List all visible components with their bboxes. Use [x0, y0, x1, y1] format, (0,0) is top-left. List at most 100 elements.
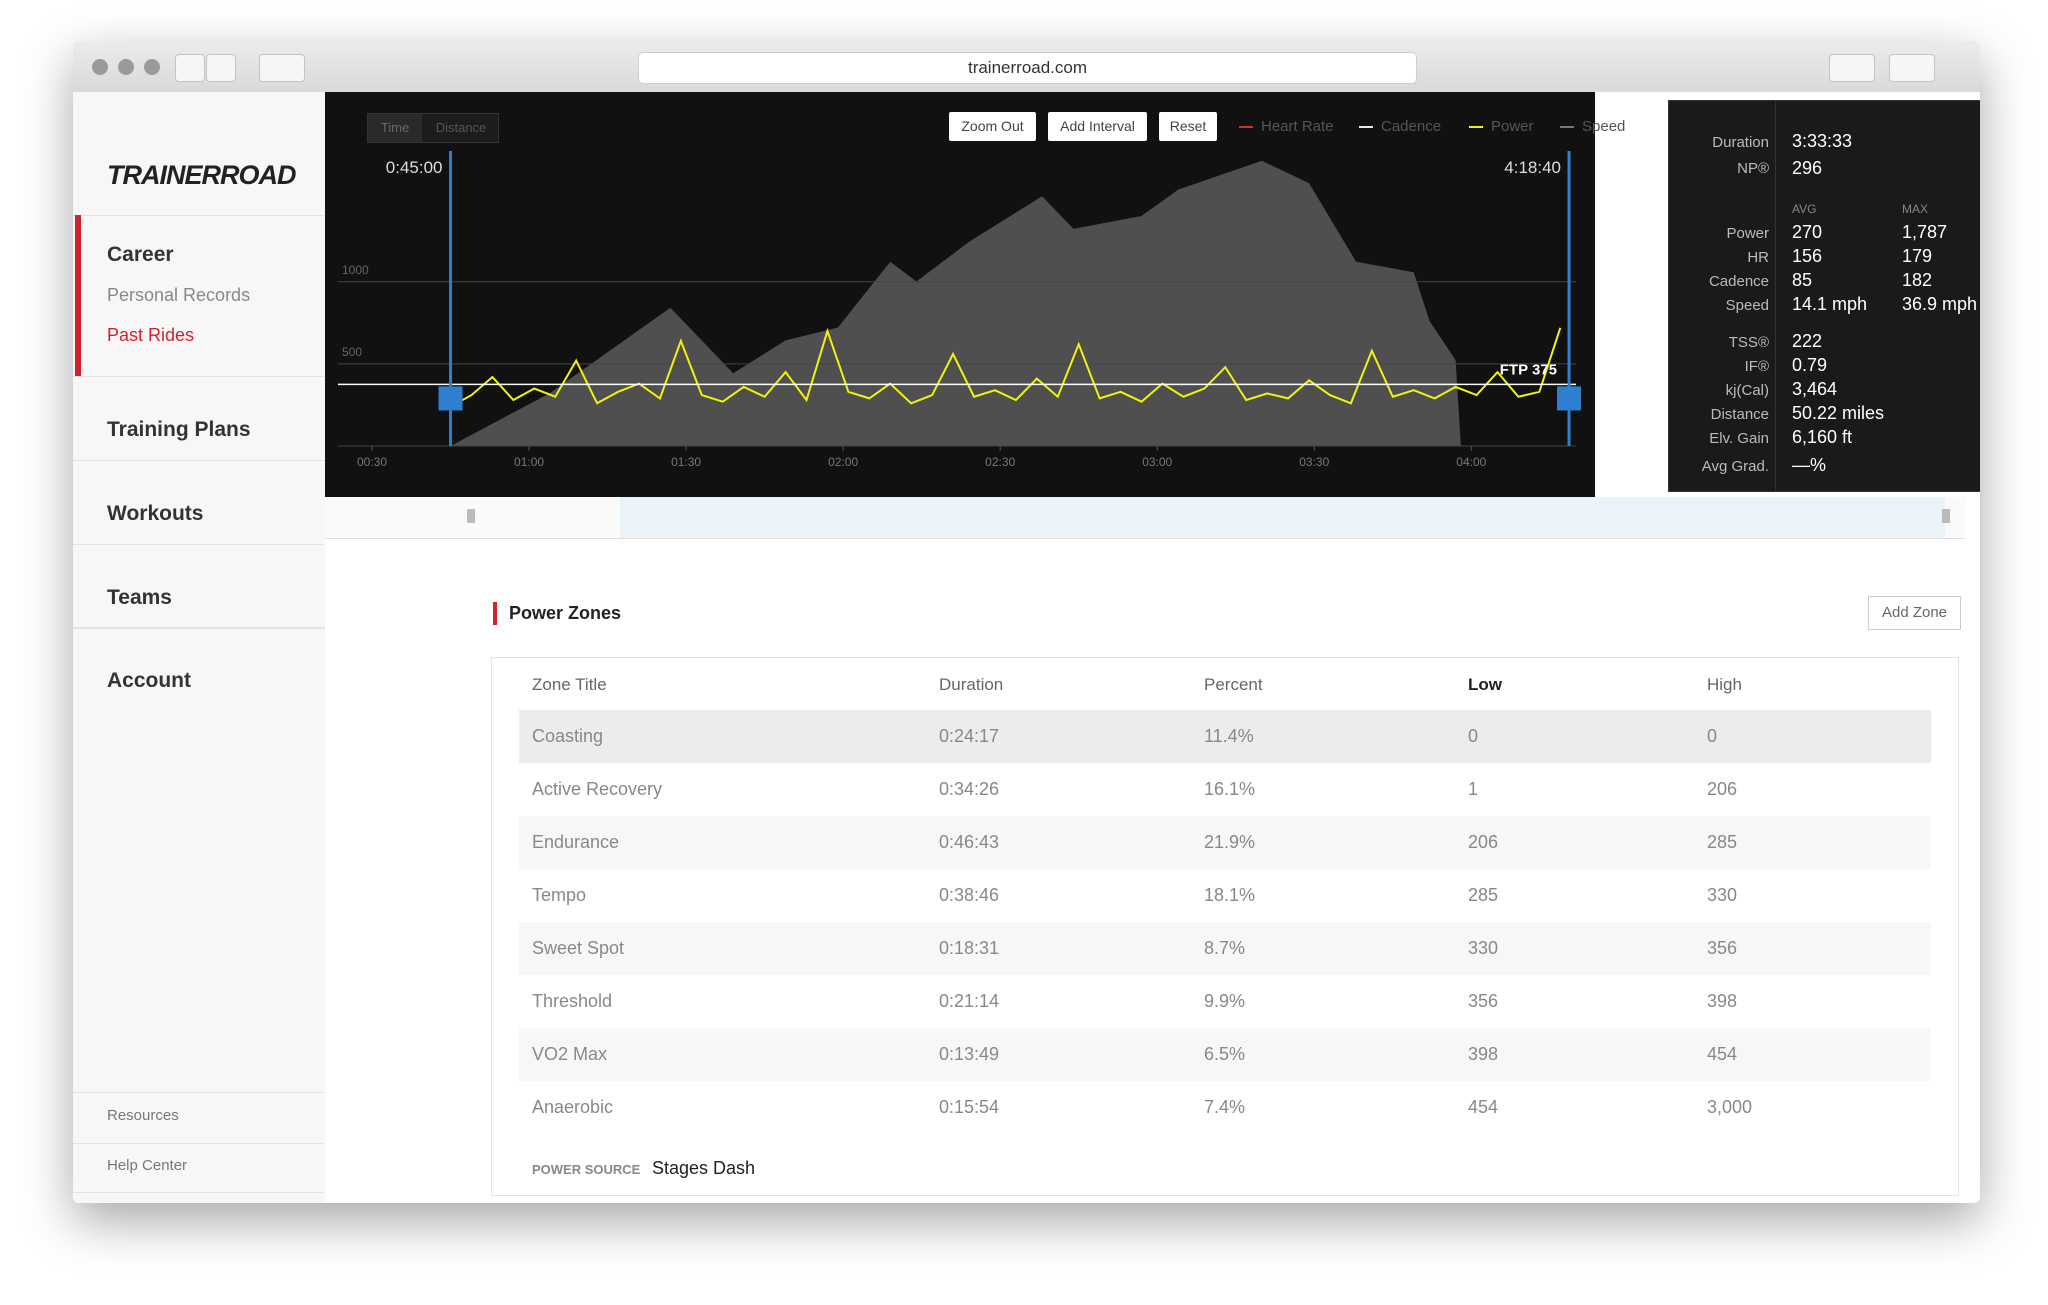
stat-value: 296: [1792, 158, 1823, 178]
stat-value: 36.9 mph: [1902, 294, 1978, 314]
logo[interactable]: TRAINERROAD: [107, 160, 296, 190]
x-tick-label: 03:00: [1142, 455, 1172, 469]
range-handle[interactable]: [438, 386, 463, 411]
table-cell: 8.7%: [1204, 938, 1246, 958]
table-cell: 21.9%: [1204, 832, 1256, 852]
close-button[interactable]: [92, 59, 108, 75]
stat-value: 270: [1792, 222, 1823, 242]
toggle-time[interactable]: Time: [368, 114, 422, 142]
separator: [73, 627, 325, 628]
stat-label: Elv. Gain: [1709, 430, 1769, 447]
legend-swatch: [1560, 126, 1574, 129]
stat-label: Speed: [1725, 297, 1769, 314]
column-header[interactable]: Zone Title: [532, 675, 607, 694]
table-cell: 6.5%: [1204, 1044, 1246, 1064]
column-header[interactable]: High: [1707, 675, 1742, 694]
table-cell: 11.4%: [1204, 726, 1254, 746]
legend-item: Power: [1469, 118, 1534, 135]
stat-value: 3,464: [1792, 379, 1838, 399]
table-cell: 0:18:31: [939, 938, 1000, 958]
title-bar: trainerroad.com: [73, 41, 1980, 93]
table-cell: 398: [1468, 1044, 1499, 1064]
legend-label: Power: [1491, 118, 1534, 135]
add-interval-button[interactable]: Add Interval: [1048, 112, 1147, 141]
table-cell: 0:24:17: [939, 726, 1000, 746]
elevation-area: [450, 160, 1461, 446]
power-source: Stages Dash: [652, 1158, 756, 1178]
table-cell: 356: [1707, 938, 1738, 958]
nav-item[interactable]: Training Plans: [107, 418, 251, 441]
row-stripe: [519, 922, 1931, 975]
table-cell: 0:46:43: [939, 832, 1000, 852]
stat-value: 85: [1792, 270, 1813, 290]
table-cell: 7.4%: [1204, 1097, 1246, 1117]
range-label: 4:18:40: [1504, 158, 1561, 177]
stats-divider: [1775, 101, 1776, 491]
scrubber-handle[interactable]: [1942, 509, 1950, 523]
zoom-out-button[interactable]: Zoom Out: [949, 112, 1036, 141]
sidebar-button[interactable]: [259, 54, 305, 82]
address-bar[interactable]: trainerroad.com: [638, 52, 1417, 84]
legend-item: Heart Rate: [1239, 118, 1334, 135]
tabs-button[interactable]: [1889, 54, 1935, 82]
toggle-distance[interactable]: Distance: [435, 120, 487, 135]
column-header[interactable]: Percent: [1204, 675, 1263, 694]
footer-link[interactable]: Resources: [107, 1107, 179, 1124]
y-tick-label: 1000: [342, 263, 369, 277]
table-cell: 9.9%: [1204, 991, 1246, 1011]
table-cell: 0:38:46: [939, 885, 1000, 905]
nav-career[interactable]: Career: [107, 243, 174, 266]
add-zone-button[interactable]: Add Zone: [1868, 596, 1961, 630]
nav-personal-records[interactable]: Personal Records: [107, 285, 251, 305]
stat-value: 14.1 mph: [1792, 294, 1868, 314]
reset-button[interactable]: Reset: [1159, 112, 1217, 141]
stat-value: 6,160 ft: [1792, 427, 1853, 447]
legend-label: Speed: [1582, 118, 1626, 135]
legend-swatch: [1239, 126, 1253, 129]
stat-value: 3:33:33: [1792, 131, 1853, 151]
table-cell: 0: [1707, 726, 1718, 746]
footer-link[interactable]: Help Center: [107, 1157, 188, 1174]
table-cell: Tempo: [532, 885, 587, 905]
share-button[interactable]: [1829, 54, 1875, 82]
forward-button[interactable]: [206, 54, 236, 82]
x-tick-label: 01:00: [514, 455, 544, 469]
legend-label: Cadence: [1381, 118, 1442, 135]
table-cell: 16.1%: [1204, 779, 1256, 799]
nav-item[interactable]: Account: [107, 669, 191, 692]
scrubber[interactable]: [325, 497, 1965, 539]
zones-table: Zone Title Duration Percent Low High Coasting…: [491, 657, 1959, 1196]
x-tick-label: 02:30: [985, 455, 1015, 469]
table-cell: 206: [1468, 832, 1499, 852]
y-tick-label: 500: [342, 345, 362, 359]
legend-item: Cadence: [1359, 118, 1441, 135]
legend-item: Speed: [1560, 118, 1625, 135]
row-stripe: [519, 1028, 1931, 1081]
column-header[interactable]: Low: [1468, 675, 1502, 694]
separator: [73, 1092, 325, 1093]
nav-item[interactable]: Teams: [107, 586, 172, 609]
separator: [73, 215, 325, 216]
column-header[interactable]: Duration: [939, 675, 1004, 694]
table-cell: VO2 Max: [532, 1044, 608, 1064]
stat-label: Avg Grad.: [1701, 458, 1769, 475]
nav-item[interactable]: Workouts: [107, 502, 204, 525]
legend-label: Heart Rate: [1261, 118, 1334, 135]
range-handle[interactable]: [1557, 386, 1582, 411]
nav-past-rides[interactable]: Past Rides: [107, 325, 195, 345]
table-cell: 454: [1468, 1097, 1499, 1117]
scrubber-handle[interactable]: [467, 509, 475, 523]
minimize-button[interactable]: [118, 59, 134, 75]
separator: [73, 544, 325, 545]
ftp-label: FTP 375: [1500, 361, 1557, 378]
stats-header: AVG: [1792, 202, 1817, 216]
zoom-button[interactable]: [144, 59, 160, 75]
separator: [73, 376, 325, 377]
table-cell: 0:15:54: [939, 1097, 1000, 1117]
table-cell: 330: [1468, 938, 1499, 958]
table-cell: 0:21:14: [939, 991, 1000, 1011]
back-button[interactable]: [175, 54, 205, 82]
x-tick-label: 03:30: [1299, 455, 1329, 469]
stat-label: TSS®: [1728, 334, 1769, 351]
